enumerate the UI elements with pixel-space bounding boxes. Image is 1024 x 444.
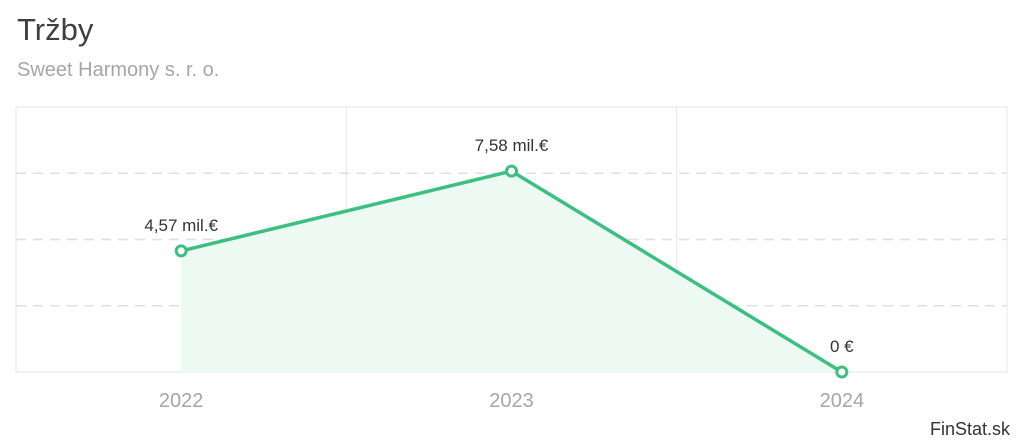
data-point-2022 [174, 244, 188, 258]
data-point-2023 [505, 164, 518, 178]
data-point-2024 [835, 365, 849, 379]
data-label-2023: 7,58 mil.€ [475, 136, 549, 155]
source-credit[interactable]: FinStat.sk [929, 419, 1010, 439]
x-tick-label-2023: 2023 [489, 390, 534, 412]
chart-subtitle: Sweet Harmony s. r. o. [17, 59, 220, 81]
chart-title: Tržby [17, 12, 94, 47]
x-tick-label-2022: 2022 [159, 390, 204, 412]
revenue-area [181, 171, 842, 372]
data-label-2024: 0 € [830, 337, 854, 356]
x-tick-label-2024: 2024 [820, 390, 865, 412]
data-label-2022: 4,57 mil.€ [144, 216, 218, 235]
